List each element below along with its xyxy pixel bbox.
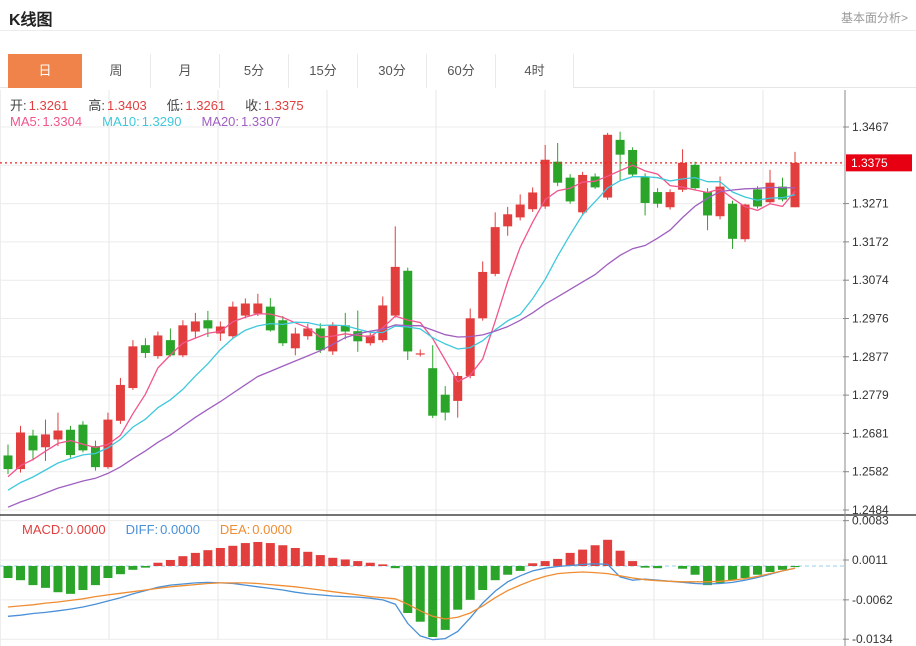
interval-tab-6[interactable]: 30分: [358, 54, 427, 88]
fundamental-analysis-link[interactable]: 基本面分析>: [840, 11, 908, 25]
interval-tab-2[interactable]: 周: [82, 54, 151, 88]
svg-text:1.2877: 1.2877: [852, 350, 889, 364]
interval-tab-1[interactable]: 日: [8, 54, 82, 88]
svg-text:0.0083: 0.0083: [852, 514, 889, 528]
svg-text:1.2976: 1.2976: [852, 312, 889, 326]
page-header: K线图 基本面分析>: [0, 0, 916, 31]
svg-text:-0.0134: -0.0134: [852, 632, 893, 646]
svg-text:1.3074: 1.3074: [852, 273, 889, 287]
svg-text:1.2681: 1.2681: [852, 426, 889, 440]
svg-text:1.2779: 1.2779: [852, 388, 889, 402]
interval-tabbar: 日周月 5分 15分 30分 60分 4时: [0, 54, 916, 88]
chart-area: 1.3467 1.3271 1.3172 1.3074 1.2976 1.2877 1.27…: [0, 90, 916, 646]
current-price-tag: [846, 154, 912, 172]
interval-tab-8[interactable]: 4时: [496, 54, 574, 88]
svg-text:1.3467: 1.3467: [852, 120, 889, 134]
candles-layer: [3, 131, 800, 475]
price-axis: 1.3467 1.3271 1.3172 1.3074 1.2976 1.2877 1.27…: [0, 90, 916, 646]
svg-text:1.3172: 1.3172: [852, 235, 889, 249]
ma-lines: [7, 164, 796, 508]
kline-chart-svg: 1.3467 1.3271 1.3172 1.3074 1.2976 1.2877 1.27…: [0, 90, 916, 646]
svg-text:-0.0062: -0.0062: [852, 593, 893, 607]
svg-text:0.0011: 0.0011: [852, 553, 888, 567]
svg-text:1.2582: 1.2582: [852, 465, 889, 479]
gridlines: [0, 90, 845, 646]
interval-tab-3[interactable]: 月: [151, 54, 220, 88]
interval-tab-5[interactable]: 15分: [289, 54, 358, 88]
svg-text:1.3271: 1.3271: [852, 197, 889, 211]
interval-tab-7[interactable]: 60分: [427, 54, 496, 88]
page-title: K线图: [9, 12, 53, 29]
interval-tab-4[interactable]: 5分: [220, 54, 289, 88]
svg-text:1.3375: 1.3375: [851, 156, 888, 170]
macd-panel: [0, 539, 845, 641]
svg-text:1.2484: 1.2484: [852, 503, 889, 517]
